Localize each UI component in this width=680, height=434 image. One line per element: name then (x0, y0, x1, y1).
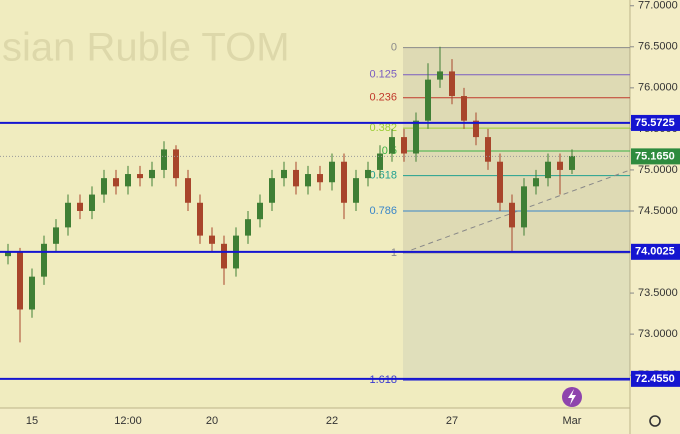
candle-body (317, 174, 323, 183)
candle-body (341, 161, 347, 203)
price-tag-label: 74.0025 (635, 246, 675, 258)
candle-body (245, 219, 251, 236)
candle-body (329, 161, 335, 183)
watermark: sian Ruble TOM (2, 26, 290, 70)
price-tag-label: 75.1650 (635, 150, 675, 162)
candle-body (425, 79, 431, 121)
candle-body (173, 149, 179, 179)
settings-icon[interactable] (649, 415, 661, 427)
candle-body (485, 137, 491, 162)
y-tick-label: 76.0000 (638, 82, 678, 94)
candle-body (401, 137, 407, 154)
candle-body (389, 137, 395, 154)
candle-body (209, 235, 215, 244)
candle-body (29, 276, 35, 310)
fib-label: 0.125 (369, 69, 397, 81)
candle-body (281, 169, 287, 179)
x-tick-label: 22 (326, 415, 338, 427)
x-tick-label: 20 (206, 415, 218, 427)
lightning-glyph (568, 389, 576, 405)
candle-body (413, 120, 419, 154)
x-tick-label: 27 (446, 415, 458, 427)
fib-label: 0.618 (369, 170, 397, 182)
candle-body (545, 161, 551, 179)
candle-body (65, 202, 71, 228)
candle-body (305, 174, 311, 187)
candle-body (137, 174, 143, 179)
y-tick-label: 74.5000 (638, 205, 678, 217)
candle-body (17, 252, 23, 310)
candle-body (533, 178, 539, 187)
price-tag-label: 72.4550 (635, 373, 675, 385)
y-tick-label: 73.5000 (638, 287, 678, 299)
y-tick-label: 73.0000 (638, 328, 678, 340)
candle-body (365, 169, 371, 179)
x-tick-label: Mar (563, 415, 582, 427)
y-tick-label: 77.0000 (638, 0, 678, 12)
price-tag (631, 370, 680, 387)
x-tick-label: 12:00 (114, 415, 142, 427)
candle-body (125, 174, 131, 187)
fib-label: 1.618 (369, 374, 397, 386)
candle-body (353, 178, 359, 203)
price-tag (631, 114, 680, 131)
candle-body (461, 96, 467, 121)
candle-body (77, 202, 83, 211)
candle-body (41, 243, 47, 277)
x-tick-label: 15 (26, 415, 38, 427)
candle-body (377, 153, 383, 170)
fib-label: 0 (391, 42, 397, 54)
fib-label: 0.786 (369, 205, 397, 217)
x-axis-background (0, 408, 630, 434)
candle-body (293, 169, 299, 187)
y-tick-label: 75.0000 (638, 164, 678, 176)
fib-zone (403, 47, 630, 253)
y-tick-label: 76.5000 (638, 41, 678, 53)
candle-body (569, 155, 575, 170)
candle-body (161, 149, 167, 170)
candle-body (5, 252, 11, 257)
trend-line (402, 169, 631, 254)
candle-body (89, 194, 95, 211)
fib-zone (403, 252, 630, 381)
candle-body (53, 227, 59, 244)
candle-body (221, 243, 227, 269)
price-tag-label: 75.5725 (635, 117, 675, 129)
candle-body (101, 178, 107, 195)
fib-label: 0.382 (369, 122, 397, 134)
candle-body (449, 71, 455, 97)
candle-body (185, 178, 191, 203)
y-axis-background (630, 0, 680, 434)
price-tag (631, 243, 680, 260)
candle-body (269, 178, 275, 203)
price-tag (631, 148, 680, 165)
candle-body (197, 202, 203, 236)
candle-body (497, 161, 503, 203)
candle-body (557, 161, 563, 170)
fib-label: 0.236 (369, 92, 397, 104)
candle-body (437, 71, 443, 80)
candle-body (113, 178, 119, 187)
candle-body (473, 120, 479, 138)
candle-body (257, 202, 263, 220)
candle-body (521, 186, 527, 228)
candle-body (149, 169, 155, 179)
candle-body (509, 202, 515, 228)
